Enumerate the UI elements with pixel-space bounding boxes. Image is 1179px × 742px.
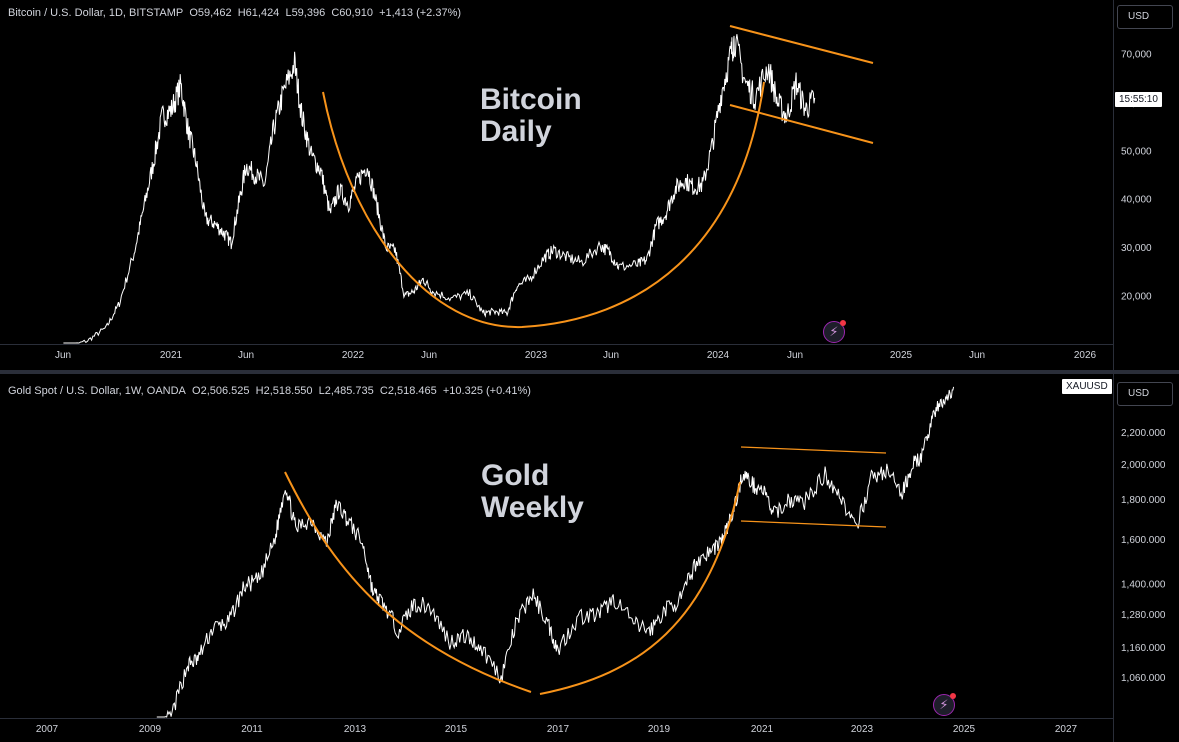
bitcoin-change-value: +1,413 (+2.37%) [379, 7, 462, 19]
gold-channel-lower [740, 520, 887, 528]
gold-x-tick-label: 2023 [851, 724, 874, 735]
gold-x-tick-label: 2007 [36, 724, 59, 735]
bitcoin-open-value: 59,462 [197, 7, 232, 19]
gold-close-value: 2,518.465 [387, 385, 437, 397]
gold-low-label: L [318, 385, 325, 397]
bitcoin-x-tick-label: 2024 [707, 350, 730, 361]
bitcoin-alert-lightning-icon[interactable]: ⚡ [823, 320, 846, 343]
gold-y-tick-label: 1,600.000 [1121, 535, 1166, 546]
gold-x-tick-label: 2021 [751, 724, 774, 735]
gold-x-tick-label: 2015 [445, 724, 468, 735]
gold-chart-canvas[interactable]: 1,060.000 1,160.000 1,280.000 1,400.000 1,60… [0, 374, 1179, 742]
gold-y-tick-label: 1,280.000 [1121, 610, 1166, 621]
gold-x-tick-label: 2013 [344, 724, 367, 735]
bitcoin-high-label: H [237, 7, 246, 19]
gold-open-value: 2,506.525 [200, 385, 250, 397]
gold-y-tick-label: 1,060.000 [1121, 673, 1166, 684]
gold-high-label: H [255, 385, 264, 397]
bitcoin-x-tick-label: 2025 [890, 350, 913, 361]
bitcoin-x-tick-label: Jun [969, 350, 985, 361]
gold-y-tick-label: 1,160.000 [1121, 643, 1166, 654]
bitcoin-x-tick-label: Jun [603, 350, 619, 361]
gold-chart-pane[interactable]: 1,060.000 1,160.000 1,280.000 1,400.000 1,60… [0, 374, 1179, 742]
bitcoin-close-value: 60,910 [339, 7, 373, 19]
gold-x-tick-label: 2011 [241, 724, 263, 735]
bitcoin-y-tick-label: 70,000 [1121, 49, 1152, 60]
bitcoin-price-line [63, 34, 816, 344]
bitcoin-x-tick-label: 2022 [342, 350, 365, 361]
bitcoin-clock-tag: 15:55:10 [1115, 92, 1162, 107]
gold-weekly-annotation: Gold Weekly [481, 459, 584, 524]
gold-y-tick-label: 2,000.000 [1121, 460, 1166, 471]
bitcoin-x-tick-label: Jun [421, 350, 437, 361]
bitcoin-y-tick-label: 30,000 [1121, 243, 1152, 254]
gold-y-tick-label: 1,400.000 [1121, 580, 1166, 591]
gold-y-tick-label: 1,800.000 [1121, 495, 1166, 506]
gold-alert-lightning-icon[interactable]: ⚡ [933, 693, 956, 716]
gold-cup-curve-right [539, 481, 741, 695]
bitcoin-daily-annotation: Bitcoin Daily [480, 83, 582, 148]
bitcoin-x-tick-label: Jun [55, 350, 71, 361]
gold-change-value: +10.325 (+0.41%) [442, 385, 531, 397]
gold-currency-button[interactable]: USD [1117, 382, 1173, 406]
pane-divider[interactable] [0, 370, 1179, 374]
bitcoin-symbol-text: Bitcoin / U.S. Dollar, 1D, BITSTAMP [8, 7, 184, 19]
gold-legend: Gold Spot / U.S. Dollar, 1W, OANDA O2,50… [8, 385, 531, 397]
gold-x-tick-label: 2009 [139, 724, 162, 735]
bitcoin-channel-upper [729, 25, 874, 64]
bitcoin-x-tick-label: 2023 [525, 350, 548, 361]
bitcoin-high-value: 61,424 [245, 7, 280, 19]
bitcoin-currency-button[interactable]: USD [1117, 5, 1173, 29]
gold-price-axis [1113, 374, 1179, 742]
bitcoin-x-tick-label: 2026 [1074, 350, 1097, 361]
bitcoin-x-tick-label: Jun [787, 350, 803, 361]
bitcoin-low-value: 59,396 [291, 7, 326, 19]
bitcoin-legend: Bitcoin / U.S. Dollar, 1D, BITSTAMP O59,… [8, 7, 461, 19]
bitcoin-price-axis [1113, 0, 1179, 370]
gold-price-line [156, 386, 955, 718]
bitcoin-y-tick-label: 40,000 [1121, 195, 1152, 206]
gold-x-tick-label: 2019 [648, 724, 671, 735]
gold-channel-upper [740, 446, 887, 454]
gold-close-label: C [379, 385, 388, 397]
bitcoin-x-tick-label: Jun [238, 350, 254, 361]
gold-high-value: 2,518.550 [263, 385, 313, 397]
bitcoin-close-label: C [331, 7, 340, 19]
bitcoin-x-tick-label: 2021 [160, 350, 183, 361]
bitcoin-chart-pane[interactable]: 20,00030,00040,00050,00060,00070,000Jun2… [0, 0, 1179, 370]
bitcoin-y-tick-label: 20,000 [1121, 292, 1152, 303]
gold-low-value: 2,485.735 [324, 385, 374, 397]
gold-x-tick-label: 2027 [1055, 724, 1078, 735]
gold-cup-curve-left [284, 471, 532, 693]
bitcoin-cup-curve [322, 81, 765, 329]
gold-x-tick-label: 2017 [547, 724, 570, 735]
gold-x-tick-label: 2025 [953, 724, 976, 735]
bitcoin-low-label: L [285, 7, 292, 19]
gold-symbol-tag: XAUUSD [1062, 379, 1112, 394]
bitcoin-channel-lower [729, 104, 874, 144]
gold-y-tick-label: 2,200.000 [1121, 428, 1166, 439]
bitcoin-open-label: O [189, 7, 198, 19]
bitcoin-y-tick-label: 50,000 [1121, 146, 1152, 157]
bitcoin-chart-canvas[interactable]: 20,00030,00040,00050,00060,00070,000Jun2… [0, 0, 1179, 370]
gold-symbol-text: Gold Spot / U.S. Dollar, 1W, OANDA [8, 385, 186, 397]
gold-open-label: O [192, 385, 201, 397]
